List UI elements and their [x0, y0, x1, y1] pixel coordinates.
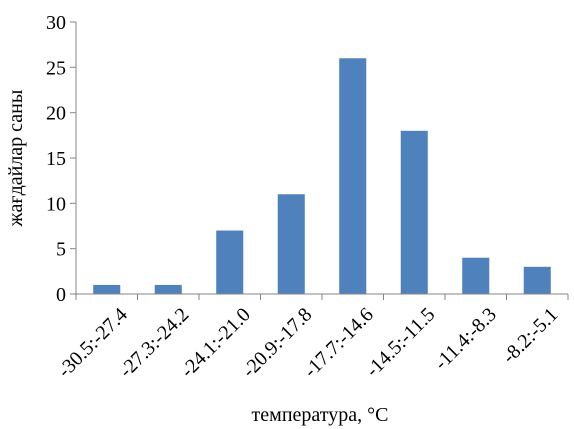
bar [462, 257, 490, 294]
x-axis-ticks [75, 294, 569, 300]
y-tick-label: 30 [46, 12, 66, 34]
y-tick-label: 25 [46, 57, 66, 79]
y-tick-label: 10 [46, 193, 66, 215]
x-axis-title: температура, °С [252, 404, 389, 426]
y-axis-ticks: 0 5 10 15 20 25 30 [46, 12, 76, 306]
bar [400, 130, 428, 294]
bar [277, 194, 305, 294]
x-tick-label: -8.2:-5.1 [498, 304, 562, 368]
bars [93, 58, 551, 295]
bar [93, 284, 121, 294]
bar [339, 58, 367, 295]
y-axis-title: жағдайлар саны [5, 90, 27, 228]
x-axis-tick-labels: -30.5:-27.4-27.3:-24.2-24.1:-21.0-20.9:-… [53, 304, 562, 382]
y-tick-label: 5 [56, 239, 66, 261]
bar [523, 266, 551, 294]
x-tick-label: -11.4:-8.3 [430, 304, 501, 375]
bar [216, 230, 244, 294]
bar [154, 284, 182, 294]
y-tick-label: 15 [46, 148, 66, 170]
y-tick-label: 20 [46, 103, 66, 125]
y-tick-label: 0 [56, 284, 66, 306]
